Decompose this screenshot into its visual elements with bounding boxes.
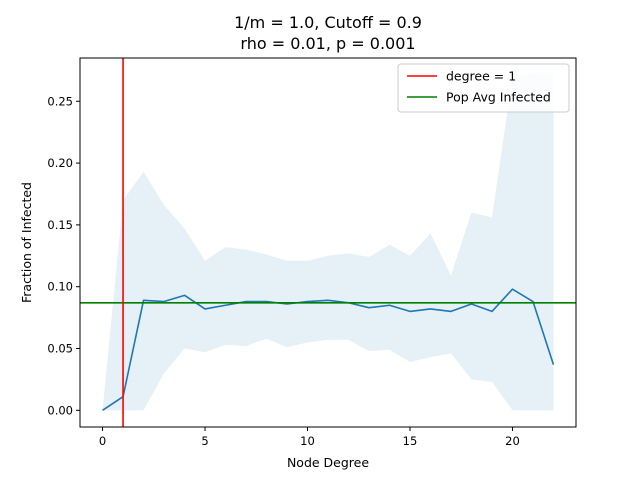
y-tick-label: 0.25 (47, 94, 73, 108)
y-tick-label: 0.00 (47, 403, 73, 417)
y-tick-label: 0.20 (47, 156, 73, 170)
legend-box (397, 63, 570, 113)
axis-ticks: 0 5 10 15 20 0.00 0.05 0.10 0.15 0.20 0.25 (47, 94, 519, 448)
legend-label-degree-line: degree = 1 (446, 69, 516, 84)
y-axis-label: Fraction of Infected (19, 182, 34, 303)
chart-subtitle: rho = 0.01, p = 0.001 (240, 34, 415, 53)
plot-area (80, 58, 576, 427)
legend: degree = 1 Pop Avg Infected (397, 63, 570, 113)
y-tick-label: 0.15 (47, 218, 73, 232)
x-tick-label: 10 (300, 434, 315, 448)
x-tick-label: 5 (201, 434, 208, 448)
y-tick-label: 0.10 (47, 280, 73, 294)
confidence-band (102, 72, 554, 411)
x-tick-label: 20 (505, 434, 520, 448)
legend-label-pop-avg: Pop Avg Infected (446, 90, 551, 105)
chart-title: 1/m = 1.0, Cutoff = 0.9 (234, 13, 422, 32)
x-axis-label: Node Degree (287, 455, 369, 470)
y-tick-label: 0.05 (47, 342, 73, 356)
x-tick-label: 15 (403, 434, 418, 448)
axes-frame (79, 57, 577, 428)
x-tick-label: 0 (99, 434, 106, 448)
